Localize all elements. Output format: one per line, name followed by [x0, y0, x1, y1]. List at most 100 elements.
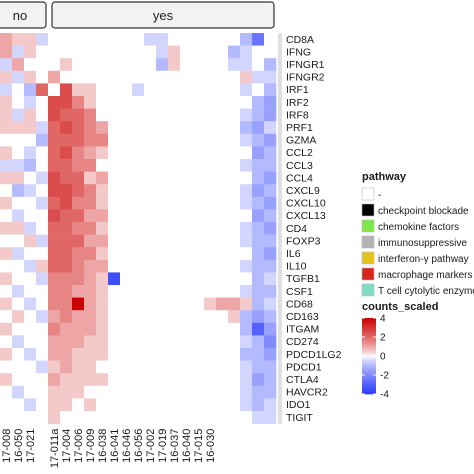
heatmap-cell — [84, 121, 97, 135]
heatmap-cell — [168, 285, 181, 298]
heatmap-cell — [0, 373, 13, 387]
heatmap-cell — [12, 58, 25, 72]
heatmap-cell — [72, 322, 85, 336]
heatmap-cell — [216, 83, 229, 97]
heatmap-cell — [84, 234, 97, 248]
pathway-legend-label: immunosuppressive — [378, 238, 467, 249]
heatmap-cell — [0, 96, 13, 109]
heatmap-cell — [132, 58, 145, 72]
heatmap-cell — [264, 209, 277, 223]
heatmap-cell — [216, 285, 229, 298]
heatmap-cell — [156, 33, 169, 46]
heatmap-cell — [264, 222, 277, 235]
heatmap-cell — [144, 222, 157, 235]
heatmap-cell — [36, 196, 49, 210]
heatmap-cell — [72, 33, 85, 46]
heatmap-cell — [12, 96, 25, 109]
heatmap-cell — [72, 385, 85, 399]
heatmap-cell — [120, 222, 133, 235]
heatmap-cell — [84, 58, 97, 72]
heatmap-cell — [12, 348, 25, 361]
heatmap-cell — [264, 259, 277, 273]
heatmap-cell — [72, 234, 85, 248]
heatmap-cell — [36, 335, 49, 349]
heatmap-cell — [36, 259, 49, 273]
column-label: 17-006 — [73, 429, 85, 463]
heatmap-cell — [96, 411, 109, 424]
heatmap-cell — [0, 385, 13, 399]
heatmap-cell — [192, 58, 205, 72]
pathway-legend-label: T cell cytolytic enzymes — [378, 286, 474, 297]
heatmap-cell — [132, 108, 145, 122]
heatmap-cell — [216, 411, 229, 424]
heatmap-cell — [132, 209, 145, 223]
heatmap-cell — [12, 297, 25, 311]
heatmap-cell — [240, 196, 253, 210]
heatmap-cell — [228, 108, 241, 122]
heatmap-cell — [144, 209, 157, 223]
pathway-legend-swatch — [361, 283, 375, 297]
heatmap-cell — [144, 133, 157, 147]
heatmap-cell — [228, 133, 241, 147]
heatmap-cell — [84, 247, 97, 261]
heatmap-cell — [180, 272, 193, 286]
heatmap-cell — [72, 146, 85, 160]
heatmap-cell — [132, 385, 145, 399]
row-label: CCL4 — [286, 172, 313, 184]
heatmap-cell — [108, 70, 121, 84]
heatmap-cell — [108, 322, 121, 336]
heatmap-cell — [168, 373, 181, 387]
heatmap-cell — [96, 335, 109, 349]
heatmap-cell — [180, 348, 193, 361]
heatmap-cell — [0, 348, 13, 361]
heatmap-cell — [108, 171, 121, 185]
heatmap-cell — [48, 45, 61, 59]
heatmap-cell — [24, 70, 37, 84]
color-scale-tick-label: 4 — [380, 314, 386, 325]
row-label: CSF1 — [286, 286, 313, 298]
heatmap-cell — [72, 411, 85, 424]
heatmap-cell — [252, 222, 265, 235]
heatmap-cell — [228, 272, 241, 286]
heatmap-cell — [96, 373, 109, 387]
heatmap-cell — [144, 70, 157, 84]
pathway-legend-swatch — [361, 187, 375, 201]
heatmap-cell — [132, 297, 145, 311]
heatmap-cell — [108, 385, 121, 399]
heatmap-cell — [0, 159, 13, 172]
heatmap-cell — [12, 310, 25, 324]
heatmap-cell — [24, 373, 37, 387]
heatmap-cell — [48, 146, 61, 160]
heatmap-cell — [156, 310, 169, 324]
row-label: CD4 — [286, 223, 307, 235]
heatmap-cell — [228, 247, 241, 261]
row-label: PDCD1LG2 — [286, 349, 342, 361]
heatmap-cell — [132, 411, 145, 424]
heatmap-cell — [84, 209, 97, 223]
heatmap-cell — [12, 70, 25, 84]
heatmap-cell — [12, 360, 25, 374]
row-label: HAVCR2 — [286, 387, 328, 399]
heatmap-cell — [168, 159, 181, 172]
row-label: PRF1 — [286, 122, 313, 134]
heatmap-cell — [240, 209, 253, 223]
row-label: IFNGR1 — [286, 59, 325, 71]
column-label: 16-050 — [13, 429, 25, 463]
heatmap-cell — [264, 133, 277, 147]
color-scale-segment — [362, 375, 376, 378]
heatmap-cell — [60, 335, 73, 349]
row-label: IRF8 — [286, 109, 309, 121]
heatmap-cell — [48, 297, 61, 311]
heatmap-cell — [48, 411, 61, 424]
heatmap-cell — [108, 133, 121, 147]
heatmap-cell — [108, 272, 121, 286]
heatmap-cell — [72, 398, 85, 412]
heatmap-cell — [204, 108, 217, 122]
heatmap-cell — [84, 159, 97, 172]
heatmap-cell — [72, 133, 85, 147]
heatmap-cell — [192, 322, 205, 336]
heatmap-cell — [108, 234, 121, 248]
heatmap-cell — [180, 58, 193, 72]
heatmap-cell — [0, 297, 13, 311]
